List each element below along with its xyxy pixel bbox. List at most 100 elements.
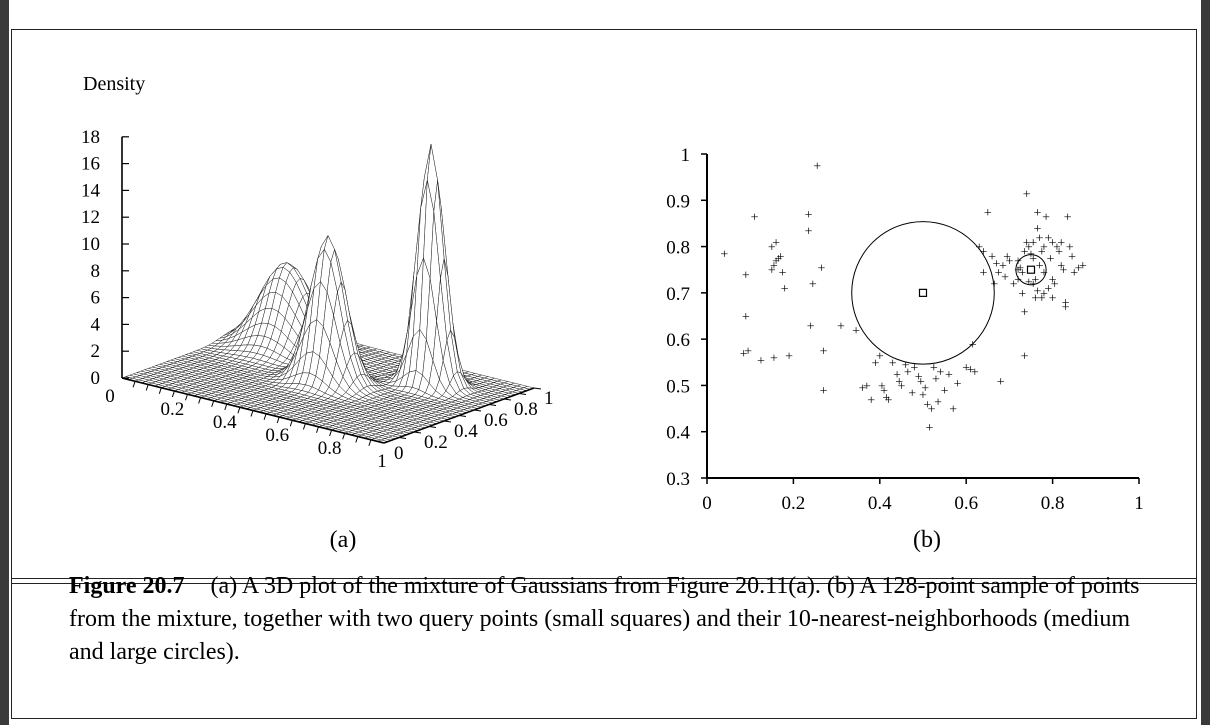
sample-point: + (915, 370, 923, 385)
sample-point: + (757, 354, 765, 369)
y-minor-tick (518, 393, 527, 395)
y-tick-label: 0.6 (666, 330, 690, 351)
sample-point: + (919, 389, 927, 404)
x-minor-tick (250, 410, 254, 417)
sample-point: + (917, 375, 925, 390)
z-tick-label: 4 (91, 314, 101, 335)
sample-point: + (1021, 349, 1029, 364)
sample-point: + (992, 257, 1000, 272)
sample-point: + (1014, 273, 1022, 288)
sample-point: + (720, 248, 728, 263)
y-minor-tick (413, 431, 422, 434)
sample-point: + (863, 379, 871, 394)
x-minor-tick (263, 413, 267, 420)
sample-point: + (988, 250, 996, 265)
sample-point: + (1062, 301, 1070, 316)
y-tick-label: 0.4 (666, 423, 690, 444)
x-tick-label: 0.6 (954, 493, 978, 514)
sample-point: + (1029, 252, 1037, 267)
sample-point: + (1049, 236, 1057, 251)
sample-point: + (1053, 241, 1061, 256)
sample-point: + (781, 282, 789, 297)
sample-point: + (980, 245, 988, 260)
y-tick-label: 1 (681, 145, 691, 166)
sample-point: + (1036, 231, 1044, 246)
y-tick-label: 0 (394, 443, 404, 464)
sample-point: + (1057, 236, 1065, 251)
x-tick-label: 0.2 (782, 493, 806, 514)
sample-point: + (785, 349, 793, 364)
sample-point: + (882, 391, 890, 406)
sample-point: + (932, 372, 940, 387)
x-minor-tick (289, 420, 293, 427)
x-minor-tick (132, 381, 136, 388)
sample-point: + (1057, 259, 1065, 274)
y-minor-tick (488, 404, 497, 406)
sample-point: + (962, 361, 970, 376)
sample-point: + (805, 208, 813, 223)
sample-point: + (889, 356, 897, 371)
x-tick-label: 0.6 (265, 425, 289, 446)
sample-point: + (910, 361, 918, 376)
z-tick-label: 14 (81, 180, 101, 201)
sample-point: + (1040, 287, 1048, 302)
sample-point: + (820, 345, 828, 360)
scatter-axes: 0 0.2 0.4 0.6 0.8 1 0.3 0.4 0.5 0.6 0.7 0.8 0.9 1 (666, 145, 1144, 514)
sample-point: + (884, 393, 892, 408)
y-minor-tick (503, 398, 512, 401)
z-tick-label: 2 (91, 341, 101, 362)
sample-point: + (930, 361, 938, 376)
figure-label: Figure 20.7 (69, 573, 185, 599)
sample-point: + (772, 254, 780, 269)
sample-point: + (1046, 252, 1054, 267)
y-minor-tick (533, 387, 542, 390)
query-points (851, 221, 1047, 365)
surface-mesh (121, 144, 535, 444)
sample-point: + (897, 379, 905, 394)
sample-point: + (1079, 259, 1087, 274)
y-minor-tick (398, 437, 407, 439)
x-minor-tick (237, 407, 241, 414)
sample-point: + (1034, 206, 1042, 221)
x-minor-tick (224, 403, 228, 411)
x-tick-label: 0 (105, 386, 115, 407)
x-minor-tick (276, 416, 280, 424)
sample-point: + (999, 259, 1007, 274)
y-tick-label: 0.4 (454, 421, 478, 442)
sample-point: + (772, 236, 780, 251)
sample-point: + (936, 366, 944, 381)
figure-caption: Figure 20.7 (a) A 3D plot of the mixture … (69, 570, 1169, 669)
panel-b-label: (b) (913, 527, 941, 553)
sample-point: + (1014, 264, 1022, 279)
x-tick-label: 0.4 (213, 412, 237, 433)
document-page: Density 0 2 4 6 8 10 12 14 16 18 0 0.2 0.4 0.6 0.8 1 0 0.… (9, 0, 1201, 725)
y-tick-label: 0.8 (666, 238, 690, 259)
neighborhood-circle (851, 221, 995, 365)
sample-point: + (872, 356, 880, 371)
query-point-square (1026, 265, 1036, 274)
sample-point: + (1075, 261, 1083, 276)
sample-point: + (1016, 261, 1024, 276)
x-minor-tick (355, 436, 359, 443)
sample-point: + (941, 384, 949, 399)
sample-point: + (774, 252, 782, 267)
sample-point: + (1021, 245, 1029, 260)
sample-point: + (1066, 241, 1074, 256)
caption-text: (a) A 3D plot of the mixture of Gaussian… (69, 573, 1140, 665)
x-tick-label: 0.2 (161, 399, 185, 420)
sample-point: + (852, 324, 860, 339)
scatter-plot-panel: 0 0.2 0.4 0.6 0.8 10.30.40.50.60.70.80.91 +++… (666, 145, 1144, 553)
y-tick-label: 0.8 (514, 399, 538, 420)
y-tick-label: 0.6 (484, 410, 508, 431)
x-tick-label: 0.4 (868, 493, 892, 514)
sample-point: + (818, 261, 826, 276)
sample-point: + (1055, 245, 1063, 260)
sample-point: + (742, 268, 750, 283)
sample-point: + (880, 384, 888, 399)
sample-point: + (1051, 278, 1059, 293)
x-tick-label: 1 (1134, 493, 1144, 514)
sample-point: + (1023, 187, 1031, 202)
sample-point: + (902, 359, 910, 374)
sample-point: + (908, 386, 916, 401)
scatter-points: +++++++ + +++++++++++++++++++ +++++++++++++… (720, 160, 1087, 437)
